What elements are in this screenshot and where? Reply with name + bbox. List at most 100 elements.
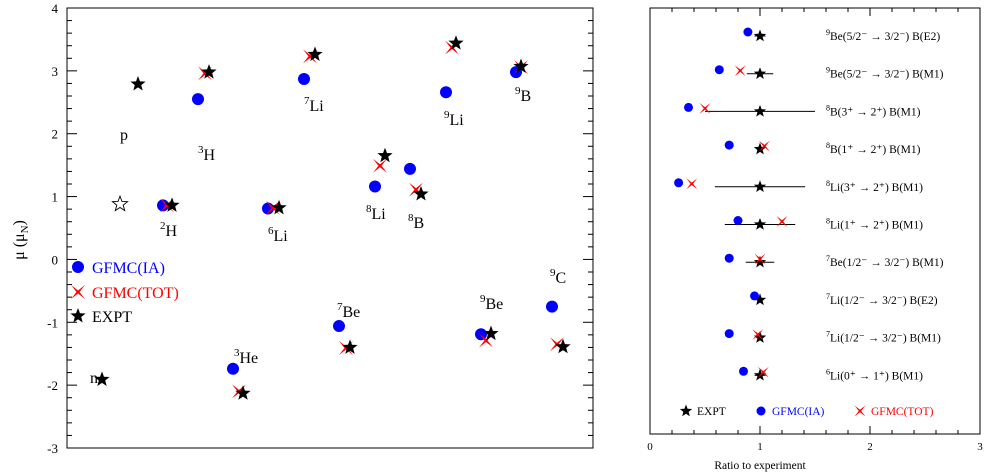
legend-tot-marker [71, 285, 85, 299]
right-x-axis-label: Ratio to experiment [714, 460, 806, 472]
legend-ia-marker [72, 261, 84, 273]
label-7Li: 7Li [304, 95, 324, 115]
ia-point-3H [192, 93, 204, 106]
right-legend-expt-text: EXPT [697, 406, 726, 418]
tot-ratio-point [686, 178, 698, 190]
right-plot-frame [649, 7, 981, 435]
legend-ia-text: GFMC(IA) [92, 260, 165, 277]
tot-ratio-point [776, 216, 788, 227]
expt-ratio-point [753, 368, 767, 381]
expt-point-7Be [342, 339, 358, 354]
ia-point-9Li [440, 86, 452, 99]
expt-point-n [94, 371, 110, 386]
ia-point-3He [227, 362, 239, 375]
row-label: 9Be(5/2⁻ → 3/2⁻) B(E2) [826, 28, 940, 43]
left-y-tick-label: 1 [52, 190, 59, 205]
expt-ratio-point [753, 180, 767, 193]
row-label: 8B(1⁺ → 2⁺) B(M1) [826, 141, 921, 156]
left-y-tick-label: -1 [47, 315, 58, 330]
ia-point-8Li [369, 180, 381, 193]
right-x-tick-label: 1 [757, 441, 763, 453]
tot-ratio-point [758, 140, 770, 152]
ia-point-2H [157, 199, 169, 212]
legend-tot-text: GFMC(TOT) [92, 285, 179, 302]
expt-point-3H [201, 64, 217, 79]
expt-point-9Be [483, 325, 499, 341]
left-y-tick-label: -2 [47, 378, 58, 393]
left-y-tick-label: 0 [52, 252, 59, 267]
row-label: 6Li(0⁺ → 1⁺) B(M1) [826, 367, 923, 382]
tot-ratio-point [734, 65, 746, 77]
ia-ratio-point [684, 102, 693, 112]
label-9Be: 9Be [480, 293, 503, 313]
right-legend-expt-shape [679, 404, 693, 417]
right-legend-ia-marker [756, 406, 766, 416]
expt-point-8Li [377, 147, 393, 163]
expt-point-6Li [271, 199, 287, 215]
ia-ratio-point [674, 178, 684, 188]
left-plot-frame [66, 7, 594, 449]
left-y-tick-label: 2 [52, 127, 59, 142]
expt-ratio-point [753, 67, 767, 79]
legend-expt-shape [70, 308, 86, 323]
right-x-axis: 0 1 2 3 [647, 8, 983, 453]
ia-ratio-point [714, 65, 724, 75]
row-label: 8Li(3⁺ → 2⁺) B(M1) [826, 179, 923, 194]
row-label: 7Be(1/2⁻ → 3/2⁻) B(M1) [826, 254, 944, 269]
label-3He: 3He [234, 347, 258, 367]
label-7Be: 7Be [337, 301, 360, 321]
ia-ratio-point [743, 27, 753, 37]
open-star-point [111, 194, 129, 212]
right-legend-expt-marker [679, 404, 693, 417]
ia-ratio-point [733, 216, 743, 225]
legend-tot-shape [71, 285, 85, 299]
label-3H: 3H [198, 144, 216, 164]
label-6Li: 6Li [268, 225, 288, 245]
expt-point-9C [555, 338, 571, 354]
ia-point-9C [546, 300, 558, 313]
label-8Li: 8Li [366, 203, 386, 223]
expt-point-9Li [448, 35, 464, 50]
left-y-tick-label: -3 [47, 441, 58, 456]
label-9C: 9C [550, 267, 566, 287]
tot-ratio-point [699, 102, 711, 114]
right-legend-tot-shape [854, 405, 866, 417]
legend-expt-text: EXPT [92, 309, 132, 326]
ia-ratio-point [724, 329, 734, 339]
label-9B: 9B [515, 85, 531, 105]
expt-point-3He [235, 385, 251, 400]
ia-point-8B [404, 162, 416, 175]
expt-point-p [130, 76, 146, 91]
row-label: 8Li(1⁺ → 2⁺) B(M1) [826, 217, 923, 232]
expt-ratio-point [753, 104, 767, 117]
expt-point-7Li [307, 46, 323, 61]
tot-ratio-point [757, 366, 769, 378]
left-y-axis-label: μ (μN) [11, 220, 31, 260]
tot-ratio-point [754, 253, 766, 265]
expt-point-2H [164, 197, 180, 212]
expt-ratio-point [753, 218, 767, 230]
row-label: 7Li(1/2⁻ → 3/2⁻) B(E2) [826, 292, 938, 307]
ia-point-7Be [333, 320, 345, 333]
ia-ratio-point [739, 366, 748, 376]
ia-point-7Li [298, 73, 310, 86]
label-8B: 8B [408, 212, 424, 232]
left-legend: GFMC(IA) GFMC(TOT) EXPT [70, 260, 179, 326]
ia-ratio-point [724, 253, 734, 263]
left-y-tick-label: 3 [52, 64, 59, 79]
tot-point-8Li [373, 158, 387, 173]
right-row-labels: 9Be(5/2⁻ → 3/2⁻) B(E2) 9Be(5/2⁻ → 3/2⁻) B… [826, 28, 944, 382]
tot-ratio-point [752, 329, 764, 341]
expt-point-9B [513, 58, 529, 73]
right-x-tick-label: 2 [867, 441, 873, 453]
expt-point-8B [413, 186, 429, 201]
label-2H: 2H [160, 220, 178, 240]
ia-ratio-point [724, 140, 734, 150]
row-label: 7Li(1/2⁻ → 3/2⁻) B(M1) [826, 330, 941, 345]
expt-ratio-point [753, 255, 767, 268]
nucleus-labels: p n 2H 3H 6Li 7Li 8Li 8B 9Li 9B 3He 7Be … [90, 85, 566, 387]
label-n: n [90, 370, 98, 387]
label-p: p [120, 127, 128, 144]
right-x-tick-label: 3 [977, 441, 983, 453]
